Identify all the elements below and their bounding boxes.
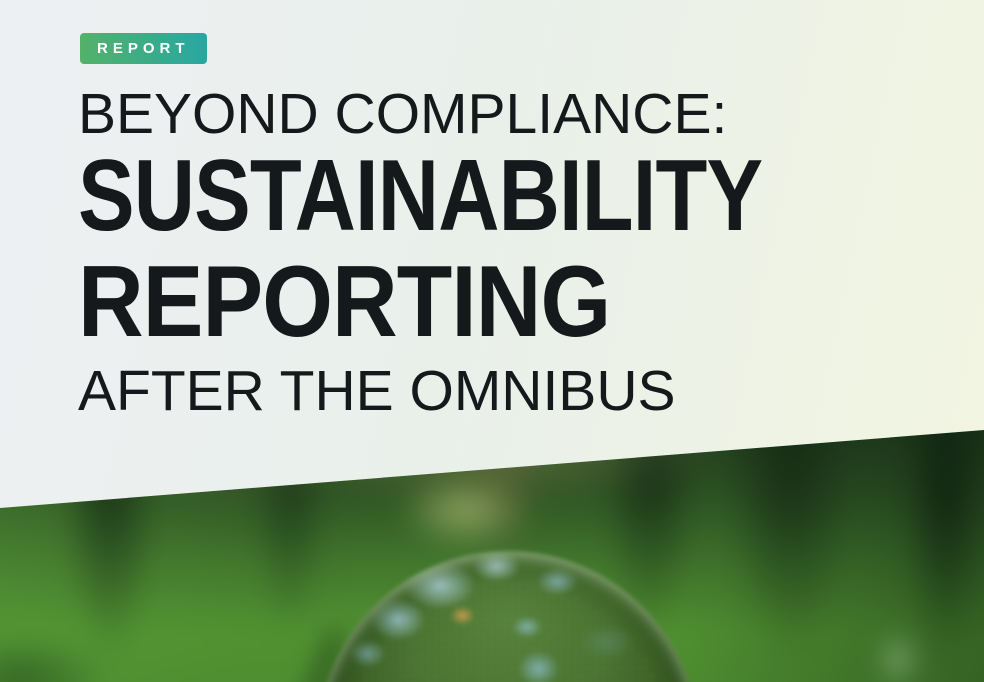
report-badge-label: REPORT xyxy=(97,40,190,57)
headline-line-2: REPORTING xyxy=(78,246,611,358)
globe-crackle-texture xyxy=(348,581,668,682)
headline-subline: AFTER THE OMNIBUS xyxy=(78,359,676,423)
report-badge: REPORT xyxy=(80,33,207,64)
title-panel: REPORT BEYOND COMPLIANCE: SUSTAINABILITY… xyxy=(0,0,984,508)
headline-kicker: BEYOND COMPLIANCE: xyxy=(78,82,728,146)
headline-line-1: SUSTAINABILITY xyxy=(78,140,763,252)
headline: BEYOND COMPLIANCE: SUSTAINABILITY REPORT… xyxy=(78,82,763,423)
